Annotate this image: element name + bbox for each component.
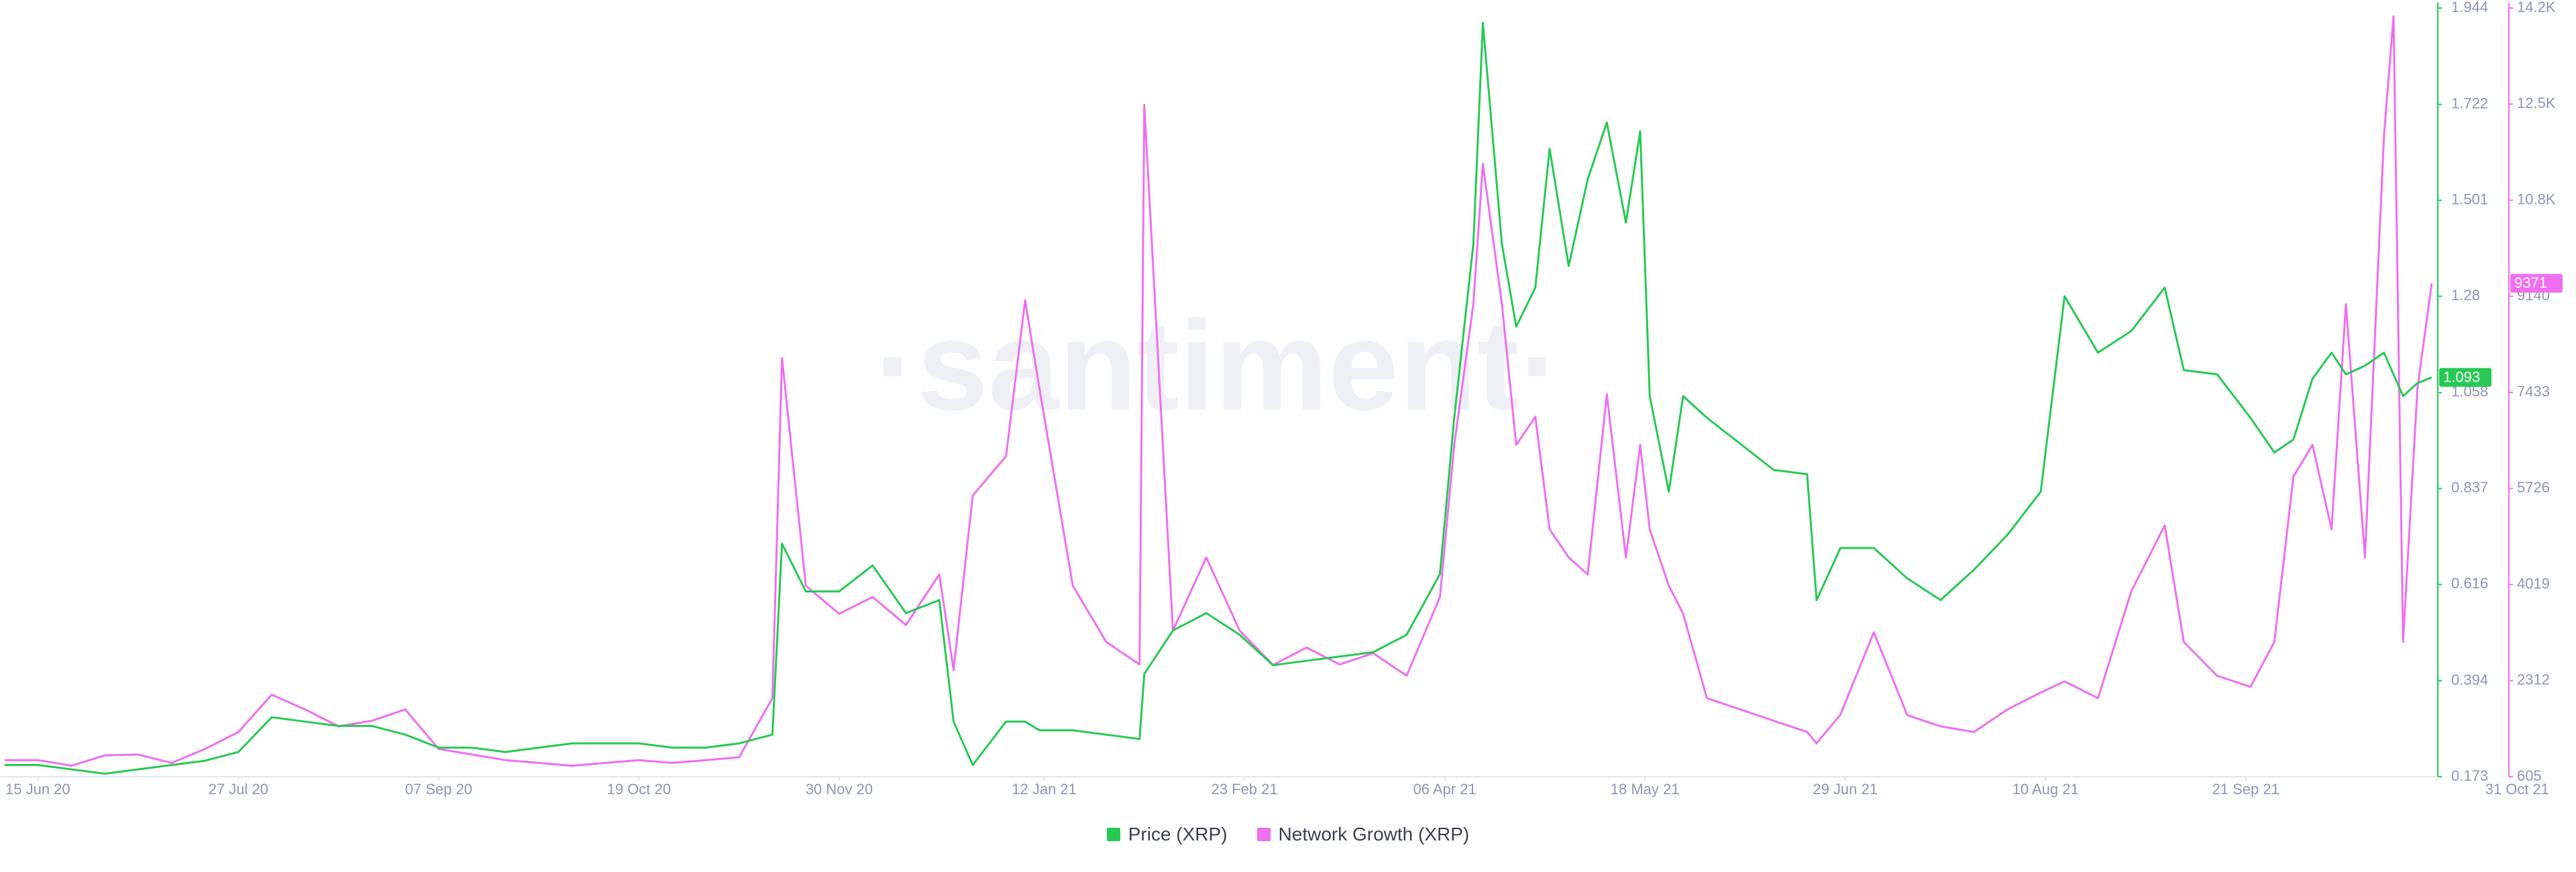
y-tick-label: 0.394 <box>2451 671 2488 688</box>
x-tick-label: 23 Feb 21 <box>1212 781 1278 798</box>
x-tick-label: 29 Jun 21 <box>1813 781 1878 798</box>
y-tick-label: 10.8K <box>2517 190 2556 207</box>
legend-swatch <box>1256 828 1271 841</box>
y-tick-label: 2312 <box>2517 671 2550 688</box>
y-tick-label: 5726 <box>2517 479 2550 496</box>
legend: Price (XRP) Network Growth (XRP) <box>0 824 2576 845</box>
x-tick-label: 27 Jul 20 <box>209 781 268 798</box>
legend-item[interactable]: Network Growth (XRP) <box>1256 824 1470 845</box>
current-value-badge <box>2510 274 2563 293</box>
chart: ·santiment· 15 Jun 20 27 Jul 20 07 Sep 20 1… <box>0 0 2563 798</box>
series-line <box>5 21 2432 775</box>
y-tick-label: 14.2K <box>2517 0 2556 15</box>
watermark: ·santiment· <box>875 294 1562 437</box>
y-tick-label: 605 <box>2517 767 2542 784</box>
y-tick-label: 1.944 <box>2451 0 2488 15</box>
legend-item[interactable]: Price (XRP) <box>1106 824 1228 845</box>
x-tick-label: 10 Aug 21 <box>2012 781 2079 798</box>
legend-label: Price (XRP) <box>1128 824 1228 844</box>
x-tick-label: 07 Sep 20 <box>405 781 472 798</box>
y-tick-label: 4019 <box>2517 575 2550 592</box>
x-tick-label: 18 May 21 <box>1611 781 1680 798</box>
y-tick-label: 12.5K <box>2517 95 2556 111</box>
y-tick-label: 0.616 <box>2451 575 2488 592</box>
x-tick-label: 06 Apr 21 <box>1413 781 1477 798</box>
y-tick-label: 0.173 <box>2451 767 2488 784</box>
y-tick-label: 1.501 <box>2451 190 2488 207</box>
x-tick-label: 30 Nov 20 <box>806 781 873 798</box>
y-tick-label: 1.722 <box>2451 95 2488 111</box>
current-value-label: 1.093 <box>2443 368 2480 385</box>
y-tick-label: 1.28 <box>2451 286 2480 303</box>
x-tick-label: 12 Jan 21 <box>1012 781 1077 798</box>
y-tick-label: 7433 <box>2517 383 2550 400</box>
series-line <box>5 15 2433 767</box>
y-tick-label: 0.837 <box>2451 479 2488 496</box>
legend-swatch <box>1106 828 1120 841</box>
x-tick-label: 21 Sep 21 <box>2212 781 2279 798</box>
current-value-label: 9371 <box>2514 274 2547 291</box>
x-tick-label: 15 Jun 20 <box>5 781 70 798</box>
current-value-badge <box>2439 368 2491 387</box>
legend-label: Network Growth (XRP) <box>1278 824 1470 844</box>
x-tick-label: 19 Oct 20 <box>607 781 671 798</box>
x-tick-label: 31 Oct 21 <box>2485 781 2549 798</box>
